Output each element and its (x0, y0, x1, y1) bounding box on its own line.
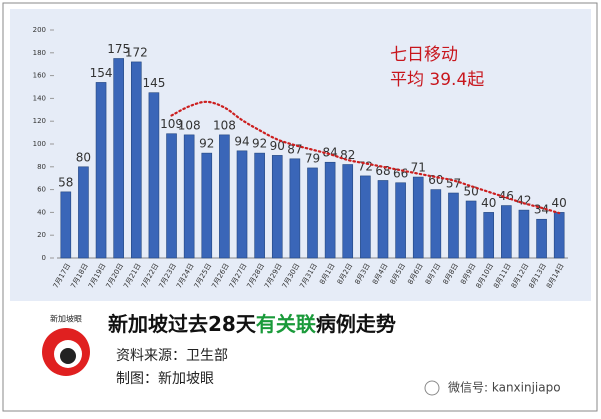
bar (518, 209, 530, 259)
data-label: 40 (552, 196, 567, 210)
bar (271, 155, 283, 259)
y-tick-label: 40 (37, 208, 46, 216)
annotation: 七日移动 (390, 45, 458, 65)
bar (78, 166, 89, 259)
source: 资料来源：卫生部 (116, 348, 228, 364)
logo-pupil (60, 348, 76, 364)
bar (201, 152, 213, 259)
data-label: 94 (234, 134, 249, 148)
data-label: 90 (270, 139, 285, 153)
logo-text: 新加坡眼 (50, 314, 82, 324)
data-label: 46 (499, 189, 514, 203)
bar (113, 58, 124, 259)
data-label: 40 (481, 196, 496, 210)
data-label: 79 (305, 151, 320, 165)
data-label: 50 (463, 185, 478, 199)
moving-average-line (170, 100, 561, 215)
y-tick-label: 180 (33, 49, 46, 57)
bar (501, 205, 512, 259)
bar (183, 134, 195, 259)
y-tick-label: 100 (33, 140, 46, 148)
watermark: 微信号: kanxinjiapo (448, 381, 561, 395)
data-label: 92 (252, 137, 267, 151)
bar (60, 191, 72, 259)
bar (430, 189, 442, 259)
bar (395, 182, 406, 259)
bar (360, 175, 371, 259)
data-label: 154 (90, 66, 113, 80)
wechat-icon (424, 380, 440, 396)
bar (166, 133, 177, 259)
bar (236, 150, 248, 259)
bar (254, 152, 265, 259)
logo: 新加坡眼 (42, 314, 90, 376)
data-label: 108 (213, 118, 236, 132)
data-label: 58 (58, 175, 73, 189)
data-label: 175 (107, 42, 130, 56)
data-label: 145 (142, 76, 165, 90)
bar (448, 192, 459, 259)
data-label: 92 (199, 137, 214, 151)
bar (412, 176, 424, 259)
y-tick-label: 160 (33, 72, 46, 80)
y-tick-label: 60 (37, 186, 46, 194)
data-label: 71 (411, 161, 426, 175)
bar (130, 61, 142, 259)
data-label: 82 (340, 148, 355, 162)
y-tick-label: 0 (42, 254, 46, 262)
data-label: 172 (125, 45, 148, 59)
bar (324, 161, 336, 259)
plot-background (10, 9, 591, 301)
bar (536, 218, 547, 259)
data-label: 84 (322, 146, 337, 160)
bar (219, 134, 230, 259)
data-label: 80 (76, 150, 91, 164)
y-tick-label: 200 (33, 26, 46, 34)
bar (289, 158, 301, 259)
annotation: 平均 39.4起 (390, 70, 484, 90)
bar (483, 212, 495, 259)
bar (307, 167, 318, 259)
title-part: 有关联 (256, 312, 316, 336)
data-label: 108 (178, 118, 201, 132)
bar (95, 82, 107, 259)
data-label: 109 (160, 117, 183, 131)
y-tick-label: 80 (37, 163, 46, 171)
credit: 制图：新加坡眼 (116, 371, 214, 387)
title-part: 新加坡过去28天 (108, 312, 257, 336)
title-part: 病例走势 (316, 312, 396, 336)
chart-title: 新加坡过去28天有关联病例走势 (108, 312, 396, 336)
bar (465, 200, 477, 259)
y-tick-label: 120 (33, 117, 46, 125)
bar (553, 212, 565, 259)
bar (377, 180, 389, 259)
bar (342, 164, 354, 259)
y-tick-label: 20 (37, 231, 46, 239)
bar (148, 92, 160, 259)
y-tick-label: 140 (33, 94, 46, 102)
